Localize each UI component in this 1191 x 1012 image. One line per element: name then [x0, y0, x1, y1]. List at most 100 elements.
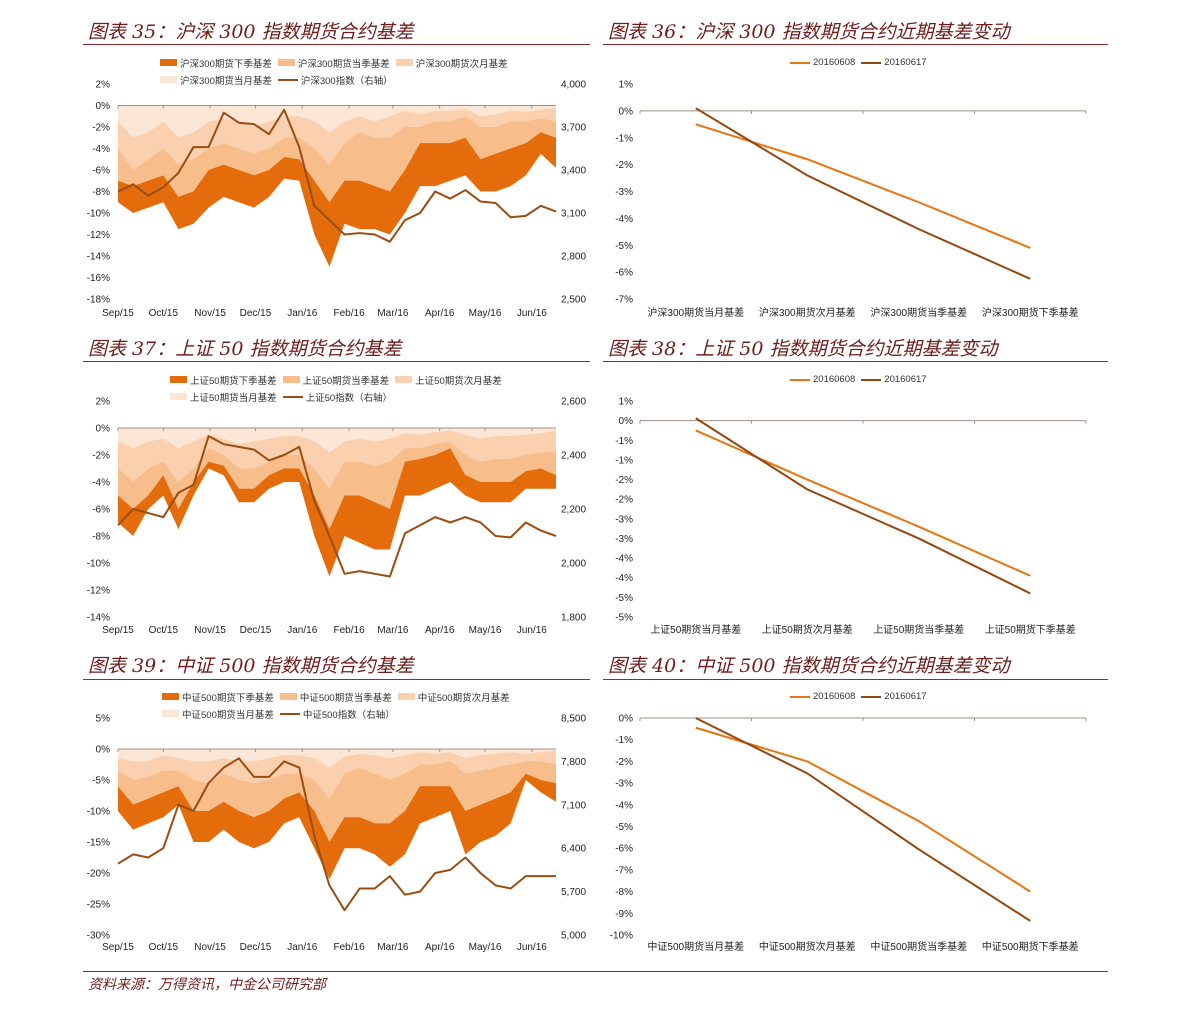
swatch: [282, 376, 300, 383]
x-tick-label: Apr/16: [425, 942, 455, 953]
y-tick-label: -3%: [615, 187, 633, 198]
legend-label: 上证50期货下季基差: [190, 375, 277, 387]
index-line: [117, 435, 557, 578]
category-label: 上证50期货当月基差: [650, 623, 741, 636]
y-tick-label: -3%: [615, 514, 633, 525]
x-tick-label: Jun/16: [517, 308, 547, 319]
y2-tick-label: 2,200: [561, 505, 586, 516]
basis-area-4: [118, 428, 556, 453]
x-tick-label: Dec/15: [240, 942, 272, 953]
title-divider: [83, 361, 590, 362]
legend-item: 中证500期货下季基差: [162, 690, 274, 704]
legend-item: 中证500期货次月基差: [397, 690, 510, 704]
y-tick-label: -6%: [92, 166, 110, 177]
basis-area-3: [118, 749, 556, 799]
figure-number: 图表 38：: [608, 338, 696, 360]
y2-tick-label: 3,100: [561, 209, 586, 220]
y-tick-label: -1%: [615, 735, 633, 746]
y-tick-label: -10%: [610, 931, 633, 942]
x-tick-label: Apr/16: [425, 308, 455, 319]
y2-tick-label: 4,000: [561, 80, 586, 91]
y-tick-label: -10%: [87, 209, 110, 220]
y2-tick-label: 2,800: [561, 252, 586, 263]
legend-figure-40: 20160608 20160617: [790, 688, 927, 705]
y-tick-label: -1%: [615, 436, 633, 447]
category-label: 中证500期货当月基差: [647, 940, 744, 953]
x-tick-label: May/16: [469, 625, 502, 636]
legend-label: 20160608: [813, 691, 856, 702]
figure-number: 图表 37：: [88, 338, 176, 360]
y2-tick-label: 5,000: [561, 931, 586, 942]
category-label: 中证500期货下季基差: [982, 940, 1079, 953]
y2-tick-label: 6,400: [561, 844, 586, 855]
legend-item: 沪深300期货当月基差: [160, 73, 272, 87]
y2-tick-label: 7,800: [561, 757, 586, 768]
x-tick-label: Nov/15: [194, 625, 226, 636]
y-tick-label: -7%: [615, 295, 633, 306]
y-tick-label: -5%: [92, 776, 110, 787]
y-tick-label: -4%: [92, 478, 110, 489]
index-line: [117, 108, 557, 243]
y2-tick-label: 1,800: [561, 613, 586, 624]
legend-item: 沪深300期货当季基差: [277, 56, 390, 70]
y-tick-label: -12%: [87, 230, 110, 241]
legend-figure-37: 上证50期货下季基差 上证50期货当季基差 上证50期货次月基差 上证50期货当…: [170, 371, 502, 405]
category-label: 沪深300期货当月基差: [647, 306, 744, 319]
y-tick-label: -4%: [92, 144, 110, 155]
swatch: [162, 693, 179, 700]
x-tick-label: Feb/16: [334, 625, 366, 636]
legend-label: 中证500期货下季基差: [182, 692, 274, 704]
swatch: [170, 376, 187, 383]
y-tick-label: -8%: [92, 532, 110, 543]
y-tick-label: -9%: [615, 909, 633, 920]
y2-tick-label: 2,000: [561, 559, 586, 570]
legend-item: 20160617: [861, 691, 927, 702]
y-tick-label: -3%: [615, 534, 633, 545]
swatch: [790, 61, 810, 64]
y-tick-label: -12%: [87, 586, 110, 597]
swatch: [395, 376, 413, 383]
figure-title-text: 上证 50 指数期货合约近期基差变动: [695, 338, 998, 360]
legend-label: 沪深300期货当季基差: [297, 58, 390, 70]
legend-item: 上证50期货当月基差: [170, 390, 277, 404]
x-tick-label: Mar/16: [377, 625, 409, 636]
series-line-20160608: [695, 429, 1031, 577]
swatch: [861, 61, 882, 64]
legend-item: 20160617: [861, 374, 927, 385]
legend-item: 中证500指数（右轴）: [279, 707, 395, 721]
swatch: [277, 59, 295, 66]
y-tick-label: -14%: [87, 252, 110, 263]
legend-item: 20160608: [790, 374, 855, 385]
y-tick-label: -1%: [615, 133, 633, 144]
legend-figure-35: 沪深300期货下季基差 沪深300期货当季基差 沪深300期货次月基差 沪深30…: [160, 54, 508, 88]
y-tick-label: -10%: [87, 807, 110, 818]
y-tick-label: -8%: [92, 187, 110, 198]
y-tick-label: -4%: [615, 214, 633, 225]
swatch: [160, 59, 177, 66]
title-divider: [603, 44, 1108, 45]
x-tick-label: Mar/16: [377, 308, 409, 319]
swatch: [279, 712, 300, 715]
y-tick-label: -4%: [615, 554, 633, 565]
legend-item: 20160608: [790, 57, 855, 68]
y-tick-label: -6%: [92, 505, 110, 516]
category-label: 沪深300期货下季基差: [982, 306, 1079, 319]
y2-tick-label: 2,500: [561, 295, 586, 306]
legend-item: 上证50期货当季基差: [282, 373, 389, 387]
y-tick-label: 0%: [96, 424, 111, 435]
figure-38-title: 图表 38：上证 50 指数期货合约近期基差变动: [608, 334, 997, 361]
y2-tick-label: 3,700: [561, 123, 586, 134]
y-tick-label: -5%: [615, 593, 633, 604]
title-divider: [83, 679, 590, 680]
x-tick-label: Dec/15: [240, 625, 272, 636]
swatch: [162, 710, 179, 717]
x-tick-label: Feb/16: [334, 308, 366, 319]
y2-tick-label: 7,100: [561, 800, 586, 811]
legend-label: 沪深300期货下季基差: [180, 58, 272, 70]
figure-title-text: 中证 500 指数期货合约基差: [175, 655, 414, 677]
category-label: 沪深300期货当季基差: [870, 306, 967, 319]
legend-item: 沪深300期货次月基差: [395, 56, 508, 70]
y-tick-label: -25%: [87, 900, 110, 911]
figure-36-title: 图表 36：沪深 300 指数期货合约近期基差变动: [608, 17, 1010, 44]
y-tick-label: 0%: [619, 416, 634, 427]
